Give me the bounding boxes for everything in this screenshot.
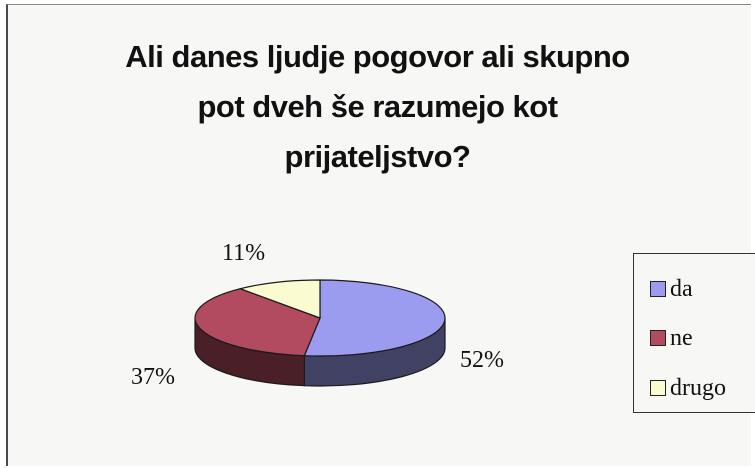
legend: da ne drugo [633,253,755,413]
legend-label-ne: ne [670,324,693,351]
slice-label-ne: 37% [131,364,175,390]
legend-item-da: da [650,276,693,302]
chart-title-line-2: pot dveh še razumejo kot [197,89,558,124]
chart-title-line-3: prijateljstvo? [284,139,471,174]
pie-top [194,279,446,357]
legend-item-ne: ne [650,325,693,351]
slice-label-da: 52% [460,347,504,373]
legend-label-drugo: drugo [670,374,726,401]
slice-label-drugo: 11% [222,240,266,266]
pie-slice-da [303,279,446,357]
legend-swatch-ne [650,330,666,346]
legend-swatch-drugo [650,380,666,396]
chart-title: Ali danes ljudje pogovor ali skupno pot … [0,32,755,182]
legend-swatch-da [650,281,666,297]
chart-title-line-1: Ali danes ljudje pogovor ali skupno [125,39,630,74]
pie-slice-drugo [238,279,321,319]
legend-label-da: da [670,275,693,302]
pie-slice-ne [194,288,321,357]
chart-frame [6,4,751,466]
legend-item-drugo: drugo [650,375,726,401]
